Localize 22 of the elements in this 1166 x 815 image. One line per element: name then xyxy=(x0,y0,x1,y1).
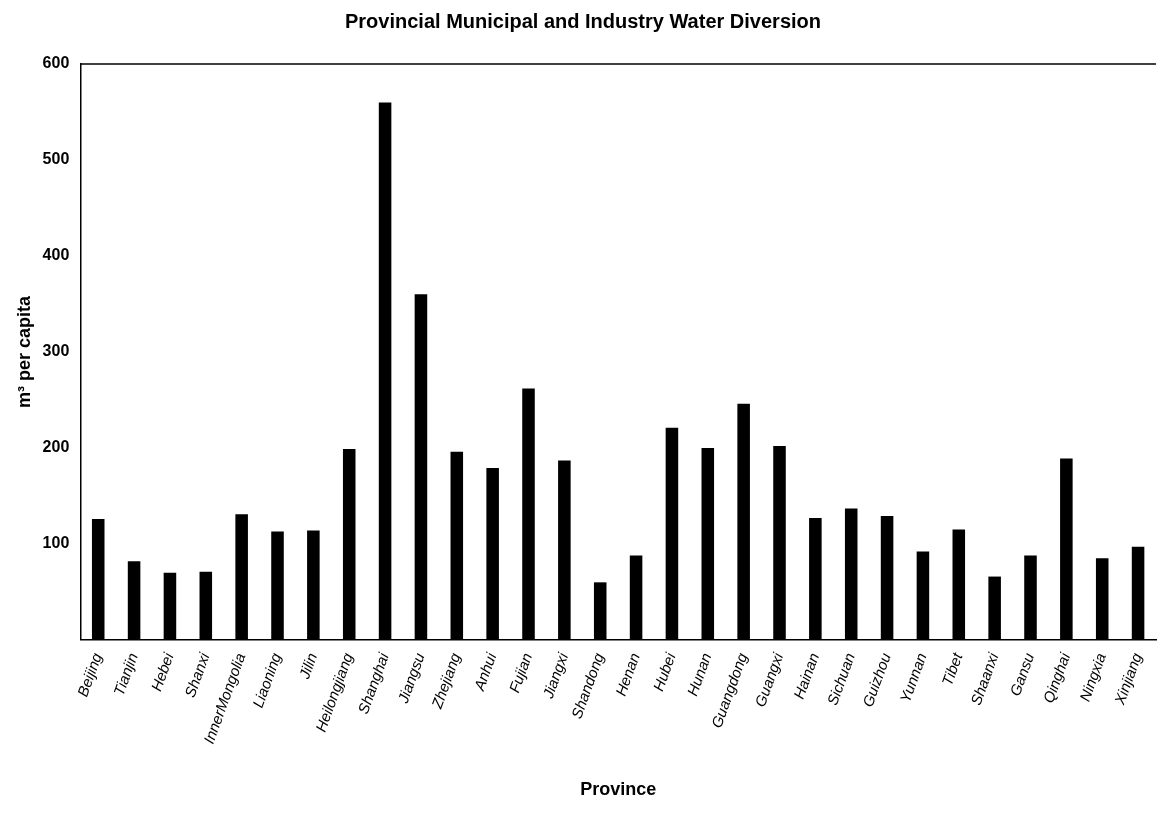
x-tick-label: Tianjin xyxy=(109,650,141,698)
x-tick-label: Jiangsu xyxy=(393,650,428,706)
x-tick-label: Hunan xyxy=(683,650,715,698)
x-tick-label: Jiangxi xyxy=(538,650,572,702)
x-tick-label: Fujian xyxy=(505,650,536,695)
y-axis-title: m³ per capita xyxy=(13,294,34,408)
y-tick-label: 500 xyxy=(42,150,70,168)
y-tick-label: 400 xyxy=(42,246,70,264)
y-tick-label: 300 xyxy=(42,342,70,360)
x-tick-label: Henan xyxy=(611,650,643,698)
x-tick-label: Anhui xyxy=(469,650,500,694)
x-axis-title: Province xyxy=(580,779,657,800)
chart-title: Provincial Municipal and Industry Water Diversion xyxy=(344,9,822,32)
y-tick-label: 200 xyxy=(42,438,70,456)
y-tick-label: 100 xyxy=(42,534,70,552)
x-tick-label: Gansu xyxy=(1006,650,1038,698)
x-tick-label: Hubei xyxy=(649,650,679,694)
y-tick-label: 600 xyxy=(42,54,70,72)
x-tick-label: Tibet xyxy=(938,649,966,688)
x-tick-label: Jilin xyxy=(294,650,321,682)
x-tick-label: Hainan xyxy=(789,650,823,702)
x-tick-label: Hebei xyxy=(147,650,177,694)
